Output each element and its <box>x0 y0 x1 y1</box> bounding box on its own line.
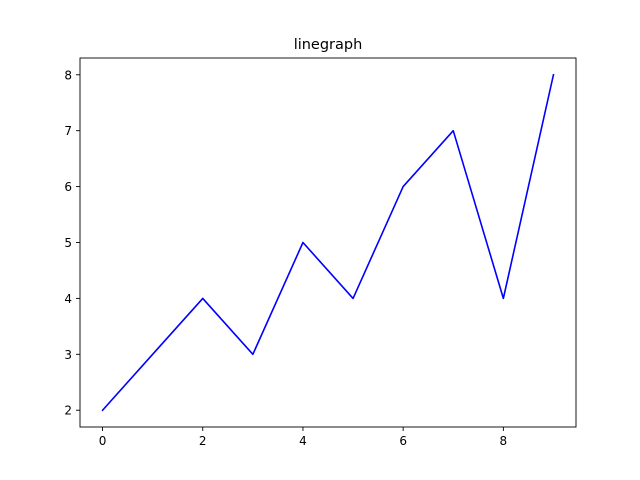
x-tick-label: 8 <box>500 434 508 448</box>
y-tick-label: 3 <box>64 348 72 362</box>
y-tick-label: 5 <box>64 236 72 250</box>
x-tick-label: 4 <box>299 434 307 448</box>
y-tick-label: 8 <box>64 68 72 82</box>
x-tick-label: 0 <box>99 434 107 448</box>
axes-frame <box>79 57 577 428</box>
plot-area: 0 2 4 6 8 2 3 4 5 6 7 8 <box>64 57 577 448</box>
chart-title: linegraph <box>294 37 363 53</box>
y-tick-label: 2 <box>64 404 72 418</box>
series-line <box>101 73 555 412</box>
y-tick-label: 7 <box>64 124 72 138</box>
y-tick-label: 6 <box>64 180 72 194</box>
x-tick-label: 6 <box>399 434 407 448</box>
x-tick-label: 2 <box>199 434 207 448</box>
y-tick-label: 4 <box>64 292 72 306</box>
